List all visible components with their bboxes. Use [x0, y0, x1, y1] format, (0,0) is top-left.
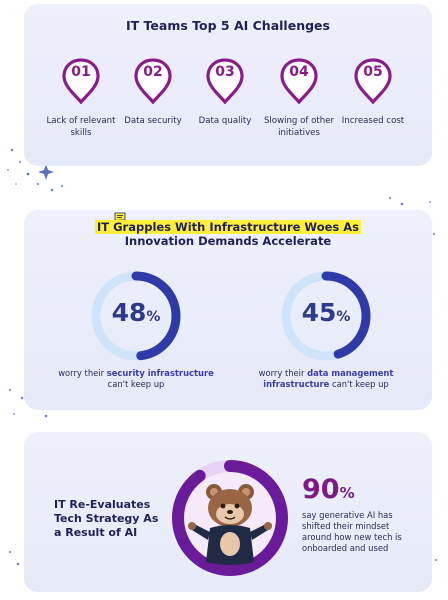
infrastructure-title-line2: Innovation Demands Accelerate — [124, 234, 332, 248]
challenge-item-4: 04 Slowing of other initiatives — [262, 58, 336, 139]
security-stat: 48% worry their security infrastructure … — [56, 268, 216, 390]
astro-mascot-illustration — [188, 484, 272, 565]
reevaluate-card: IT Re-Evaluates Tech Strategy As a Resul… — [24, 432, 432, 592]
challenge-label: Data security — [124, 116, 182, 126]
challenge-item-3: 03 Data quality — [188, 58, 262, 128]
data-management-caption: worry their data management infrastructu… — [258, 368, 394, 389]
reevaluate-caption: say generative AI has shifted their mind… — [302, 510, 402, 553]
challenge-label: Increased cost — [341, 116, 405, 126]
challenges-title: IT Teams Top 5 AI Challenges — [126, 18, 330, 33]
challenge-item-5: 05 Increased cost — [336, 58, 410, 128]
data-management-progress-ring — [281, 271, 371, 361]
challenge-label: Lack of relevant skills — [46, 116, 116, 138]
infrastructure-title: IT Grapples With Infrastructure Woes As … — [24, 220, 432, 248]
challenge-number: 02 — [143, 64, 163, 80]
challenge-item-2: 02 Data security — [116, 58, 190, 128]
challenge-label: Data quality — [198, 116, 252, 126]
map-pin-icon — [354, 58, 392, 104]
challenges-list: 01 Lack of relevant skills 02 Data secur… — [44, 58, 416, 158]
reevaluate-progress-ring — [172, 460, 288, 576]
map-pin-icon — [206, 58, 244, 104]
data-management-stat: 45% worry their data management infrastr… — [246, 268, 406, 390]
challenge-number: 03 — [215, 64, 235, 80]
map-pin-icon — [134, 58, 172, 104]
security-progress-ring — [91, 271, 181, 361]
reevaluate-percent: 90% — [302, 474, 355, 505]
sparkle-decoration-left-top — [7, 148, 63, 192]
data-management-percent: 45% — [301, 298, 351, 327]
map-pin-icon — [280, 58, 318, 104]
infrastructure-card: IT Grapples With Infrastructure Woes As … — [24, 210, 432, 410]
security-caption: worry their security infrastructure can'… — [58, 368, 214, 389]
challenge-number: 04 — [289, 64, 309, 80]
security-percent: 48% — [111, 298, 161, 327]
ai-challenges-card: IT Teams Top 5 AI Challenges 01 Lack of … — [24, 4, 432, 166]
challenge-number: 01 — [71, 64, 91, 80]
challenge-label: Slowing of other initiatives — [263, 116, 335, 138]
challenge-number: 05 — [363, 64, 383, 80]
map-pin-icon — [62, 58, 100, 104]
infrastructure-title-line1: IT Grapples With Infrastructure Woes As — [94, 220, 361, 234]
challenge-item-1: 01 Lack of relevant skills — [44, 58, 118, 139]
reevaluate-heading: IT Re-Evaluates Tech Strategy As a Resul… — [54, 498, 159, 539]
